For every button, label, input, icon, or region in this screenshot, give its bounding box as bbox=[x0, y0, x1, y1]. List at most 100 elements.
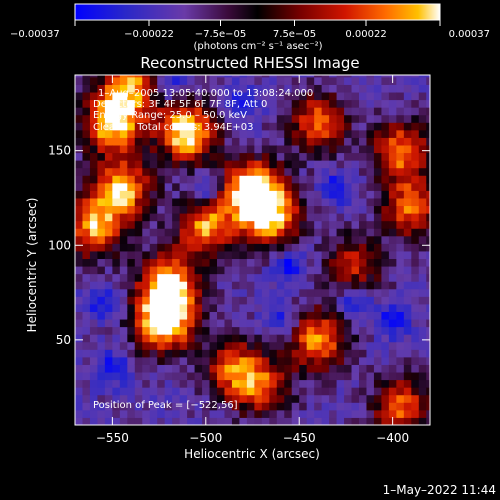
heatmap-cell bbox=[112, 258, 121, 267]
heatmap-cell bbox=[284, 220, 293, 229]
heatmap-cell bbox=[261, 417, 270, 425]
heatmap-cell bbox=[261, 288, 270, 297]
heatmap-cell bbox=[359, 402, 367, 411]
heatmap-cell bbox=[202, 182, 211, 191]
heatmap-cell bbox=[119, 387, 128, 396]
heatmap-cell bbox=[164, 319, 173, 328]
heatmap-cell bbox=[373, 205, 382, 214]
heatmap-cell bbox=[231, 273, 240, 282]
heatmap-cell bbox=[336, 341, 345, 350]
heatmap-cell bbox=[403, 364, 412, 373]
heatmap-cell bbox=[321, 409, 330, 418]
heatmap-cell bbox=[321, 76, 330, 85]
heatmap-cell bbox=[426, 75, 430, 78]
heatmap-cell bbox=[314, 402, 323, 411]
heatmap-cell bbox=[336, 75, 345, 78]
heatmap-cell bbox=[321, 220, 330, 229]
heatmap-cell bbox=[276, 417, 285, 425]
heatmap-cell bbox=[261, 107, 270, 116]
heatmap-cell bbox=[418, 394, 427, 403]
heatmap-cell bbox=[381, 205, 390, 214]
heatmap-cell bbox=[336, 205, 345, 214]
heatmap-cell bbox=[134, 364, 143, 373]
heatmap-cell bbox=[269, 99, 278, 108]
heatmap-cell bbox=[224, 258, 233, 267]
heatmap-cell bbox=[359, 213, 367, 222]
heatmap-cell bbox=[75, 281, 83, 290]
heatmap-cell bbox=[217, 319, 225, 328]
y-axis-label: Heliocentric Y (arcsec) bbox=[25, 198, 39, 333]
heatmap-cell bbox=[388, 167, 397, 176]
heatmap-cell bbox=[276, 99, 285, 108]
heatmap-cell bbox=[373, 220, 382, 229]
heatmap-cell bbox=[97, 235, 106, 244]
heatmap-cell bbox=[359, 394, 367, 403]
heatmap-cell bbox=[329, 167, 338, 176]
heatmap-cell bbox=[134, 137, 143, 146]
heatmap-cell bbox=[187, 197, 196, 207]
heatmap-cell bbox=[134, 372, 143, 381]
heatmap-cell bbox=[172, 243, 181, 252]
heatmap-cell bbox=[269, 364, 278, 373]
heatmap-cell bbox=[134, 76, 143, 85]
heatmap-cell bbox=[261, 311, 270, 320]
heatmap-cell bbox=[239, 99, 248, 108]
heatmap-cell bbox=[291, 75, 300, 78]
heatmap-cell bbox=[224, 205, 233, 214]
heatmap-cell bbox=[321, 402, 330, 411]
heatmap-cell bbox=[314, 250, 323, 260]
heatmap-cell bbox=[284, 235, 293, 244]
heatmap-cell bbox=[426, 228, 430, 237]
heatmap-cell bbox=[142, 213, 151, 222]
heatmap-cell bbox=[411, 273, 420, 282]
heatmap-cell bbox=[239, 76, 248, 85]
heatmap-cell bbox=[403, 273, 412, 282]
heatmap-cell bbox=[157, 258, 166, 267]
heatmap-cell bbox=[276, 213, 285, 222]
heatmap-cell bbox=[239, 311, 248, 320]
heatmap-cell bbox=[104, 326, 113, 335]
heatmap-cell bbox=[396, 319, 405, 328]
heatmap-cell bbox=[314, 92, 323, 101]
heatmap-cell bbox=[426, 99, 430, 108]
heatmap-cell bbox=[269, 175, 278, 184]
heatmap-cell bbox=[403, 387, 412, 396]
heatmap-cell bbox=[351, 387, 360, 396]
heatmap-cell bbox=[351, 197, 360, 207]
heatmap-cell bbox=[217, 197, 225, 207]
heatmap-cell bbox=[299, 341, 308, 350]
heatmap-cell bbox=[112, 114, 121, 123]
heatmap-cell bbox=[179, 258, 188, 267]
heatmap-cell bbox=[291, 296, 300, 305]
heatmap-cell bbox=[157, 220, 166, 229]
heatmap-cell bbox=[321, 145, 330, 154]
heatmap-cell bbox=[112, 75, 121, 78]
heatmap-cell bbox=[373, 92, 382, 101]
heatmap-cell bbox=[89, 122, 98, 131]
heatmap-cell bbox=[269, 311, 278, 320]
heatmap-cell bbox=[202, 356, 211, 365]
heatmap-cell bbox=[373, 75, 382, 78]
heatmap-cell bbox=[336, 228, 345, 237]
heatmap-cell bbox=[164, 349, 173, 358]
heatmap-cell bbox=[321, 266, 330, 275]
heatmap-cell bbox=[75, 303, 83, 312]
heatmap-cell bbox=[411, 258, 420, 267]
heatmap-cell bbox=[344, 75, 353, 78]
heatmap-cell bbox=[224, 379, 233, 388]
heatmap-cell bbox=[127, 303, 136, 312]
heatmap-cell bbox=[119, 175, 128, 184]
heatmap-cell bbox=[172, 213, 181, 222]
heatmap-cell bbox=[276, 296, 285, 305]
heatmap-cell bbox=[82, 99, 91, 108]
heatmap-cell bbox=[336, 402, 345, 411]
heatmap-cell bbox=[157, 75, 166, 78]
heatmap-cell bbox=[97, 288, 106, 297]
heatmap-cell bbox=[329, 409, 338, 418]
heatmap-cell bbox=[202, 402, 211, 411]
heatmap-cell bbox=[314, 145, 323, 154]
heatmap-cell bbox=[261, 341, 270, 350]
heatmap-cell bbox=[366, 258, 375, 267]
heatmap-cell bbox=[314, 258, 323, 267]
heatmap-cell bbox=[119, 160, 128, 169]
